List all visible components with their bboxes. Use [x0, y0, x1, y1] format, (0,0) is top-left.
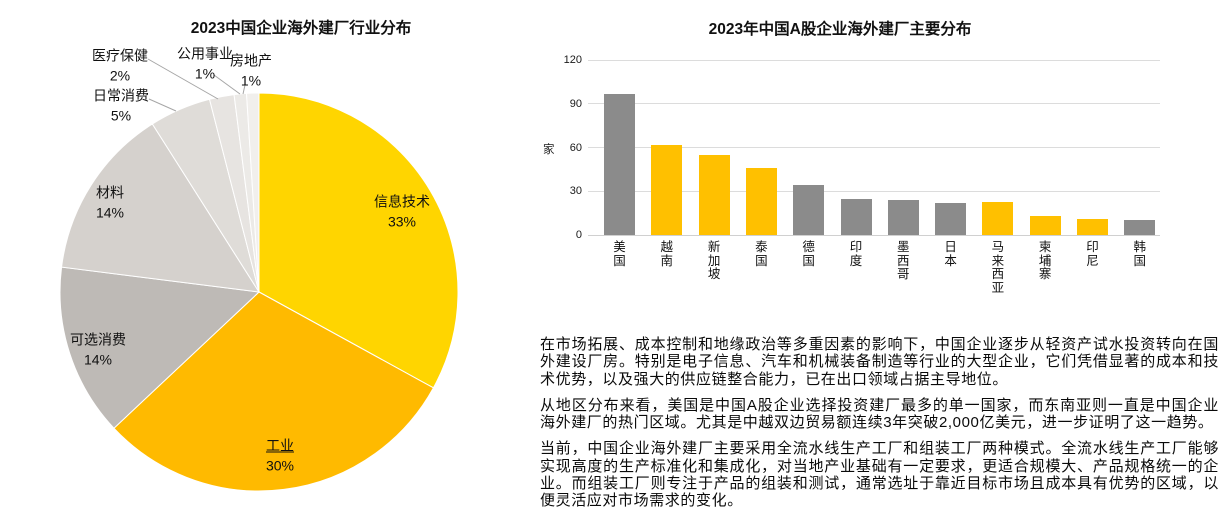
paragraph-1: 在市场拓展、成本控制和地缘政治等多重因素的影响下，中国企业逐步从轻资产试水投资转…	[540, 336, 1219, 388]
x-axis-category-label: 泰国	[755, 240, 768, 268]
pie-leader-line	[148, 98, 177, 112]
pie-slice-percent: 14%	[95, 204, 125, 220]
pie-slice-percent: 1%	[240, 72, 262, 88]
pie-slice-name: 房地产	[230, 52, 272, 69]
y-axis-tick-label: 120	[563, 54, 582, 66]
x-axis-category-label: 日本	[944, 240, 957, 268]
x-axis-category-label: 印度	[849, 240, 863, 268]
x-axis-category-label: 韩国	[1133, 240, 1147, 268]
pie-slice-label: 信息技术 33%	[374, 193, 430, 232]
y-axis-tick-label: 0	[575, 229, 582, 241]
pie-slice-percent: 30%	[265, 457, 295, 473]
paragraph-3: 当前，中国企业海外建厂主要采用全流水线生产工厂和组装工厂两种模式。全流水线生产工…	[540, 440, 1219, 510]
pie-slice-name: 公用事业	[177, 45, 233, 62]
x-axis-category-label: 马来西亚	[991, 240, 1005, 295]
bar	[651, 144, 683, 235]
bar	[604, 93, 635, 235]
bar	[840, 198, 872, 235]
x-axis-category-label: 美国	[613, 240, 626, 268]
pie-slice-label: 房地产 1%	[230, 52, 272, 91]
bar-y-axis-unit: 家	[543, 144, 555, 156]
paragraph-2: 从地区分布来看，美国是中国A股企业选择投资建厂最多的单一国家，而东南亚则一直是中…	[540, 396, 1219, 432]
pie-slice-percent: 14%	[83, 351, 113, 367]
pie-slice-percent: 5%	[110, 107, 132, 123]
pie-slice	[245, 92, 260, 293]
gridline	[588, 103, 1160, 105]
pie-slice-label: 工业 30%	[266, 437, 294, 476]
x-axis-category-label: 德国	[802, 240, 815, 268]
pie-leader-line	[147, 58, 219, 100]
pie-slice-label: 日常消费 5%	[93, 87, 149, 126]
bar	[1077, 219, 1108, 235]
pie-slice-percent: 33%	[387, 213, 417, 229]
pie-slice	[61, 123, 260, 293]
bar	[1124, 220, 1156, 235]
y-axis-tick-label: 30	[569, 185, 582, 198]
bar	[982, 201, 1014, 235]
pie-slice-percent: 2%	[109, 67, 131, 83]
bar-plot-area	[588, 59, 1160, 236]
bar	[887, 200, 919, 235]
x-axis-category-label: 新加坡	[707, 240, 721, 281]
bar	[1029, 216, 1061, 235]
y-axis-tick-label: 90	[569, 97, 582, 110]
bar	[935, 202, 967, 235]
pie-slice-label: 公用事业 1%	[177, 45, 233, 84]
pie-slice-name: 工业	[266, 437, 294, 454]
bar	[698, 154, 730, 235]
body-text: 在市场拓展、成本控制和地缘政治等多重因素的影响下，中国企业逐步从轻资产试水投资转…	[540, 336, 1219, 519]
pie-slice-label: 医疗保健 2%	[92, 47, 148, 86]
pie-slice-name: 医疗保健	[92, 47, 148, 64]
gridline	[588, 147, 1160, 148]
x-axis-category-label: 越南	[660, 240, 674, 268]
bar	[793, 185, 825, 235]
y-axis-tick-label: 60	[569, 141, 582, 154]
pie-slice	[258, 92, 459, 389]
pie-leader-line	[213, 74, 241, 95]
pie-slice-label: 材料 14%	[96, 184, 124, 223]
x-axis-category-label: 柬埔寨	[1038, 240, 1052, 281]
gridline	[588, 59, 1160, 61]
pie-slice	[59, 266, 261, 429]
pie-svg	[59, 58, 459, 492]
x-axis-category-label: 印尼	[1086, 240, 1099, 268]
bar-chart-title: 2023年中国A股企业海外建厂主要分布	[708, 21, 972, 38]
pie-slice-percent: 1%	[194, 65, 216, 81]
pie-leader-line	[242, 84, 246, 95]
bar	[745, 167, 777, 235]
pie-chart: 信息技术 33% 工业 30% 可选消费 14% 材料 14% 日常消费 5% 医疗保健 2% 公用事业…	[0, 0, 540, 529]
pie-slice-name: 可选消费	[70, 331, 126, 348]
x-axis-category-label: 墨西哥	[897, 240, 910, 281]
pie-slice-label: 可选消费 14%	[70, 331, 126, 370]
pie-slice-name: 材料	[96, 184, 124, 201]
pie-slice-name: 日常消费	[93, 87, 149, 104]
pie-chart-title: 2023中国企业海外建厂行业分布	[190, 20, 412, 37]
gridline	[588, 234, 1160, 236]
gridline	[588, 190, 1160, 192]
pie-slice	[113, 291, 435, 492]
pie-slice-name: 信息技术	[374, 193, 430, 210]
